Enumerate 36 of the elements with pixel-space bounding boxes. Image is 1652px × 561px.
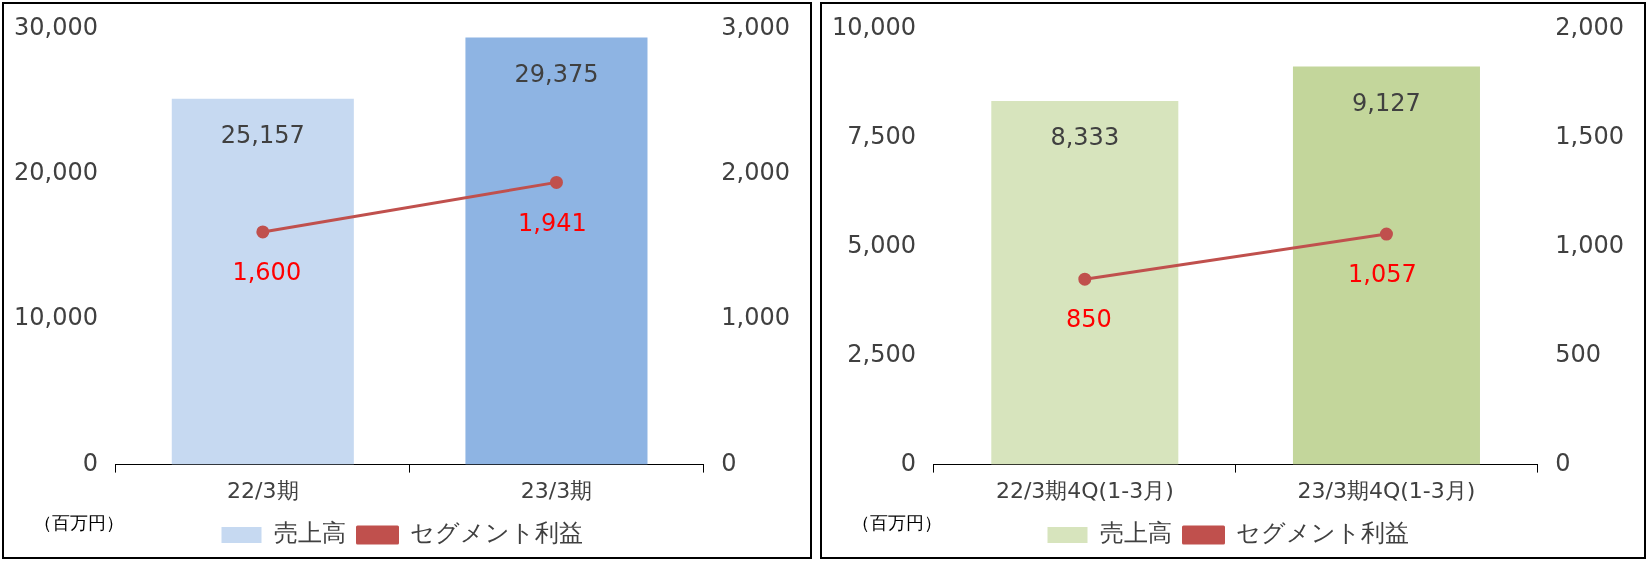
text: （百万円） [852,511,942,535]
y2-tick-label: 2,000 [1555,12,1625,41]
y2-tick-label: 0 [1555,448,1571,477]
legend-label: 売上高 [273,519,346,548]
y-tick-label: 0 [82,448,98,477]
data-label: 29,375 [514,59,599,88]
y2-tick-label: 500 [1555,339,1602,368]
data-label: 1,600 [232,258,302,287]
data-label: 1,941 [518,208,587,237]
legend-label: セグメント利益 [1235,519,1409,548]
data-label: 8,333 [1050,123,1120,152]
x-tick-label: 23/3期 [520,477,593,503]
text: （百万円） [34,511,124,535]
y-tick-label: 5,000 [847,230,916,259]
y-tick-label: 10,000 [13,303,98,332]
legend-label: 売上高 [1099,519,1172,548]
y-tick-label: 7,500 [847,121,916,150]
data-label: 9,127 [1352,88,1421,117]
x-tick-label: 23/3期4Q(1-3月) [1297,477,1476,503]
y2-tick-label: 1,000 [721,303,791,332]
data-label: 25,157 [220,121,305,150]
y2-tick-label: 1,000 [1555,230,1625,259]
data-label: 1,057 [1348,260,1417,289]
y-tick-label: 10,000 [831,12,916,41]
x-tick-label: 22/3期 [227,477,299,503]
y-tick-label: 2,500 [847,339,916,368]
y-tick-label: 20,000 [13,158,98,187]
legend-label: セグメント利益 [409,519,583,548]
y2-tick-label: 3,000 [721,12,791,41]
y-tick-label: 30,000 [13,12,98,41]
data-label: 850 [1065,305,1112,334]
y2-tick-label: 1,500 [1555,121,1625,150]
y2-tick-label: 0 [721,448,737,477]
y2-tick-label: 2,000 [721,158,791,187]
x-tick-label: 22/3期4Q(1-3月) [995,477,1174,503]
y-tick-label: 0 [900,448,916,477]
